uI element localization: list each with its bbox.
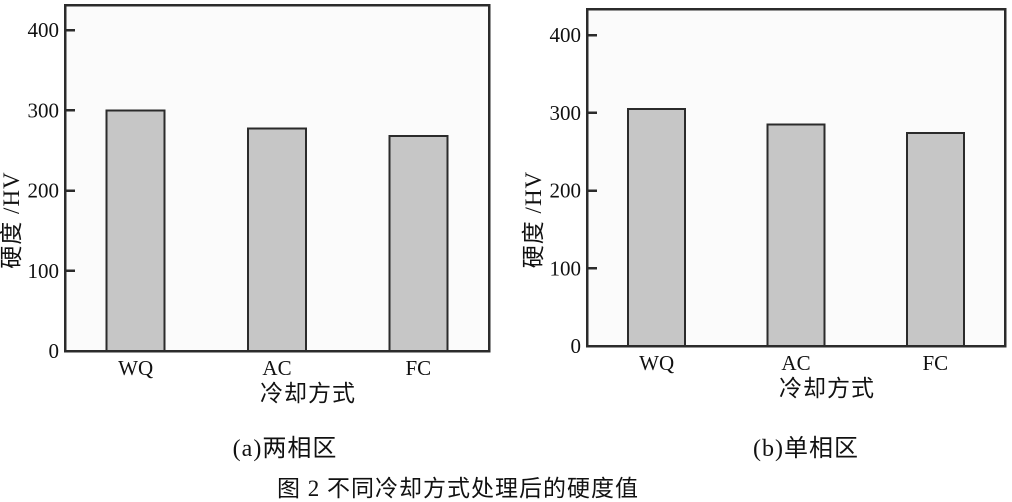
y-axis-tick-label: 300 [550,101,582,125]
y-axis-label: 硬度 /HV [521,171,546,268]
charts-row: 0 100 200 300 400 WQ AC FC 冷却方式 硬度 /HV 0 100 200 300… [0,0,1012,462]
bar-fc [388,134,449,352]
bar-ac [247,127,307,352]
y-axis-tick-label: 0 [571,334,582,358]
x-tick-label-fc: FC [405,356,431,380]
y-axis-tick-label: 100 [550,256,582,280]
y-axis-tick-label: 100 [28,259,60,283]
x-tick-label-wq: WQ [118,356,153,380]
bar-fc [905,131,965,347]
y-axis-tick-label: 300 [28,98,60,122]
y-axis-tick-label: 200 [28,179,60,203]
y-axis-tick-label: 400 [550,23,582,47]
y-axis-tick-label: 0 [49,339,60,363]
y-axis-tick-label: 400 [28,18,60,42]
x-tick-label-wq: WQ [639,351,674,375]
bar-chart-two-phase: 0 100 200 300 400 WQ AC FC 冷却方式 硬度 /HV [0,3,491,406]
bar-wq [105,109,166,352]
chart-two-phase-region: 0 100 200 300 400 WQ AC FC 冷却方式 硬度 /HV [0,0,506,425]
bar-ac [766,123,826,347]
x-tick-label-ac: AC [262,356,291,380]
subfigure-caption-a: (a)两相区 [232,436,338,462]
subfigure-caption-b: (b)单相区 [753,436,859,462]
y-axis-tick-label: 200 [550,179,582,203]
bar-chart-single-phase: 0 100 200 300 400 WQ AC FC 冷却方式 硬度 /HV [521,7,1007,401]
x-axis-label: 冷却方式 [260,381,356,406]
bar-wq [627,107,687,347]
y-axis-label: 硬度 /HV [0,171,24,268]
x-tick-label-fc: FC [922,351,948,375]
x-axis-label: 冷却方式 [779,376,875,401]
x-tick-label-ac: AC [781,351,810,375]
chart-single-phase-region: 0 100 200 300 400 WQ AC FC 冷却方式 硬度 /HV [506,0,1012,425]
figure-caption: 图 2 不同冷却方式处理后的硬度值 [277,476,639,501]
